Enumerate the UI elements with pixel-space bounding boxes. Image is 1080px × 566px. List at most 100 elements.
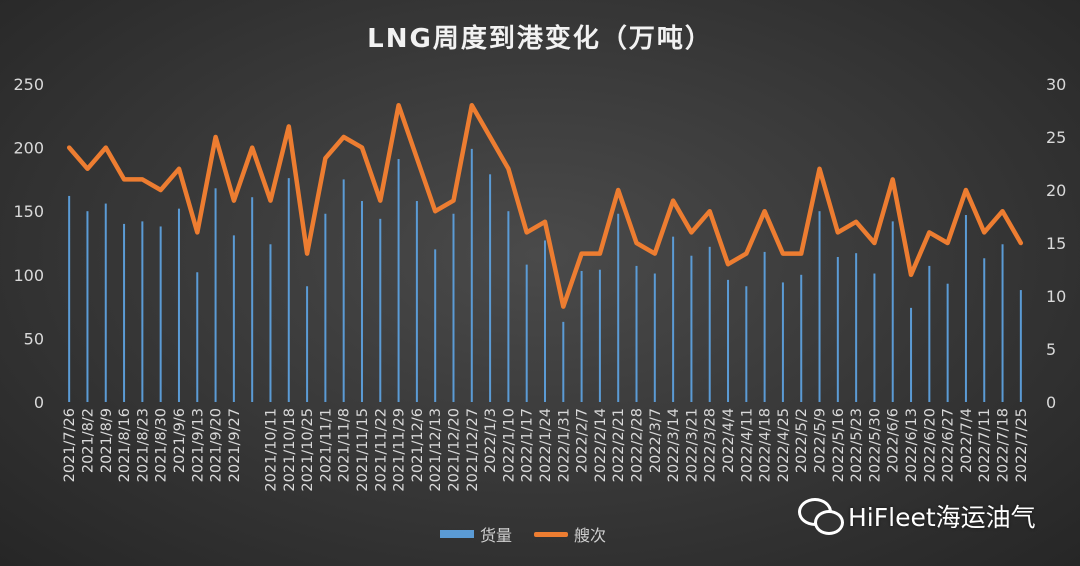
x-tick-label: 2021/7/26 xyxy=(62,408,78,482)
bar xyxy=(763,251,766,402)
x-tick-label: 2022/6/27 xyxy=(941,408,957,482)
bar xyxy=(617,213,620,402)
x-tick-label: 2022/4/4 xyxy=(721,408,737,473)
wechat-icon xyxy=(798,496,844,536)
x-tick-label: 2021/12/27 xyxy=(465,408,481,492)
x-tick-label: 2022/3/14 xyxy=(666,408,682,482)
bar xyxy=(507,211,510,402)
bar xyxy=(214,188,217,402)
bar xyxy=(910,307,913,402)
y-right-tick-label: 25 xyxy=(1046,128,1066,147)
x-tick-label: 2021/8/23 xyxy=(135,408,151,482)
bar xyxy=(873,273,876,402)
y-right-tick-label: 5 xyxy=(1046,340,1056,359)
y-left-tick-label: 50 xyxy=(24,329,44,348)
x-tick-label: 2021/9/6 xyxy=(172,408,188,473)
bar xyxy=(86,211,89,402)
x-tick-label: 2021/12/20 xyxy=(446,408,462,492)
left-axis-ticks: 0 50 100 150 200 250 xyxy=(13,75,44,412)
x-tick-label: 2022/7/25 xyxy=(1014,408,1030,482)
x-tick-label: 2022/5/30 xyxy=(867,408,883,482)
bar xyxy=(946,283,949,402)
bar xyxy=(269,244,272,402)
bar xyxy=(232,235,235,402)
bar xyxy=(415,201,418,402)
x-tick-label: 2021/8/9 xyxy=(99,408,115,473)
watermark-text: HiFleet海运油气 xyxy=(848,503,1036,532)
x-tick-label: 2022/7/11 xyxy=(977,408,993,482)
x-tick-label: 2021/8/2 xyxy=(80,408,96,473)
bar xyxy=(141,221,144,402)
x-tick-label: 2021/11/29 xyxy=(392,408,408,492)
bar xyxy=(525,264,528,402)
legend: 货量 艘次 xyxy=(440,522,606,546)
y-right-tick-label: 30 xyxy=(1046,75,1066,94)
bar xyxy=(360,201,363,402)
x-tick-label: 2022/1/31 xyxy=(556,408,572,482)
bar xyxy=(781,282,784,402)
bar xyxy=(123,223,126,402)
bar xyxy=(434,249,437,402)
legend-swatch-bar xyxy=(440,530,474,538)
x-axis-ticks: 2021/7/26 2021/8/2 2021/8/9 2021/8/16 2021/8… xyxy=(62,408,1030,492)
bar xyxy=(635,265,638,402)
x-tick-label: 2022/7/4 xyxy=(959,408,975,473)
x-tick-label: 2022/2/28 xyxy=(630,408,646,482)
x-tick-label: 2021/10/18 xyxy=(282,408,298,492)
right-axis-ticks: 0 5 10 15 20 25 30 xyxy=(1046,75,1066,412)
x-tick-label: 2022/5/2 xyxy=(794,408,810,473)
bar xyxy=(489,174,492,402)
x-tick-label: 2022/5/23 xyxy=(849,408,865,482)
x-tick-label: 2021/9/13 xyxy=(190,408,206,482)
legend-label-cargo: 货量 xyxy=(480,526,513,545)
x-tick-label: 2022/5/9 xyxy=(813,408,829,473)
y-right-tick-label: 0 xyxy=(1046,393,1056,412)
x-tick-label: 2021/12/13 xyxy=(428,408,444,492)
x-tick-label: 2022/5/16 xyxy=(831,408,847,482)
y-left-tick-label: 100 xyxy=(13,266,44,285)
x-tick-label: 2022/3/7 xyxy=(648,408,664,473)
x-tick-label: 2021/10/25 xyxy=(300,408,316,492)
x-tick-label: 2022/2/7 xyxy=(575,408,591,473)
bar xyxy=(159,226,162,402)
bar xyxy=(855,253,858,402)
x-tick-label: 2021/9/27 xyxy=(227,408,243,482)
x-tick-label: 2021/11/1 xyxy=(318,408,334,482)
bar xyxy=(745,286,748,402)
bar xyxy=(470,148,473,402)
bar-series xyxy=(68,148,1022,402)
bar xyxy=(544,240,546,402)
bar xyxy=(964,215,967,402)
x-tick-label: 2022/1/10 xyxy=(501,408,517,482)
line-series xyxy=(66,102,1024,309)
bar xyxy=(342,179,345,402)
bar xyxy=(196,272,199,402)
x-tick-label: 2022/6/13 xyxy=(904,408,920,482)
x-tick-label: 2021/8/16 xyxy=(117,408,133,482)
bar xyxy=(251,197,254,402)
x-tick-label: 2022/1/24 xyxy=(538,408,554,482)
bar xyxy=(379,218,382,402)
x-tick-label: 2022/1/3 xyxy=(483,408,499,473)
x-tick-label: 2021/11/22 xyxy=(373,408,389,492)
bar xyxy=(653,273,656,402)
x-tick-label: 2022/1/17 xyxy=(520,408,536,482)
bar xyxy=(928,265,931,402)
x-tick-label: 2022/3/28 xyxy=(703,408,719,482)
bar xyxy=(324,213,327,402)
bar xyxy=(68,195,71,402)
x-tick-label: 2022/7/18 xyxy=(996,408,1012,482)
bar xyxy=(891,221,894,402)
bar xyxy=(818,211,821,402)
bar xyxy=(727,279,730,402)
bar xyxy=(562,321,565,402)
x-tick-label: 2021/12/6 xyxy=(410,408,426,482)
x-tick-label: 2022/2/14 xyxy=(593,408,609,482)
bar xyxy=(397,159,400,402)
bar xyxy=(800,274,803,402)
x-tick-label: 2021/9/20 xyxy=(209,408,225,482)
bar xyxy=(983,258,986,402)
y-left-tick-label: 150 xyxy=(13,202,44,221)
bar xyxy=(672,236,675,402)
